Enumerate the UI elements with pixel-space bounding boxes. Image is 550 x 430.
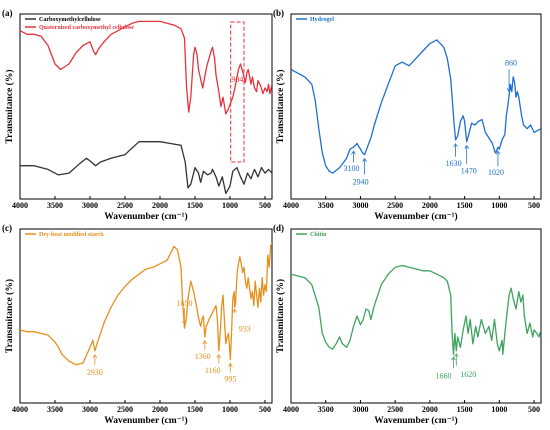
peak-label: 1160	[205, 366, 221, 375]
peak-label: 933	[239, 324, 251, 333]
series-line-1	[291, 39, 541, 174]
x-tick-label: 2500	[117, 405, 133, 414]
x-tick-label: 2500	[117, 201, 133, 210]
peak-label: 1650	[177, 299, 193, 308]
x-tick-label: 1000	[222, 405, 238, 414]
peak-arrowhead	[92, 354, 98, 359]
x-axis-title: Wavenumber (cm⁻¹)	[104, 211, 187, 222]
peak-arrowhead	[228, 362, 233, 367]
legend-label: Quaternized carboxymethyl cellulose	[39, 25, 134, 31]
x-tick-label: 2500	[387, 405, 403, 414]
x-tick-label: 500	[259, 405, 271, 414]
x-tick-label: 3000	[82, 201, 98, 210]
x-tick-label: 4000	[283, 405, 299, 414]
highlight-label: 904	[231, 75, 243, 84]
panel-label: (c)	[2, 223, 12, 233]
peak-label: 1360	[195, 352, 211, 361]
peak-label: 3100	[344, 164, 360, 173]
plot-frame	[290, 228, 542, 404]
panel-2: (b) 4000 3500 3000 2500 2000 1500 1000 500 Wavenu…	[273, 8, 542, 222]
plot-frame	[19, 228, 273, 404]
x-tick-label: 2000	[152, 405, 168, 414]
x-tick-label: 4000	[283, 201, 299, 210]
x-tick-label: 2500	[387, 201, 403, 210]
peak-arrowhead	[495, 150, 501, 155]
x-tick-label: 1000	[491, 201, 507, 210]
panel-label: (b)	[273, 8, 284, 18]
x-tick-label: 4000	[12, 201, 28, 210]
x-tick-label: 4000	[12, 405, 28, 414]
peak-arrowhead	[362, 157, 367, 162]
x-tick-label: 3500	[318, 201, 334, 210]
y-axis-title: Transmitance (%)	[4, 279, 15, 353]
x-tick-label: 2000	[152, 201, 168, 210]
series-line-2	[20, 20, 272, 115]
x-tick-label: 1000	[491, 405, 507, 414]
peak-arrowhead	[232, 308, 238, 313]
x-axis-title: Wavenumber (cm⁻¹)	[374, 211, 457, 222]
x-axis-title: Wavenumber (cm⁻¹)	[374, 415, 457, 426]
peak-arrowhead	[451, 356, 456, 361]
y-axis-title: Transmitance (%)	[275, 70, 286, 144]
plot-frame	[19, 13, 273, 200]
panel-1: (a) 4000 3500 3000 2500 2000 1500 1000 500 Wavenu…	[2, 8, 273, 222]
series-line-1	[20, 141, 272, 195]
x-tick-label: 2000	[422, 405, 438, 414]
peak-arrowhead	[506, 88, 512, 93]
panel-label: (d)	[273, 223, 284, 233]
peak-label: 2930	[87, 368, 103, 377]
x-tick-label: 3000	[352, 405, 368, 414]
y-axis-title: Transmitance (%)	[275, 279, 286, 353]
x-tick-label: 3500	[47, 201, 63, 210]
peak-arrowhead	[453, 143, 458, 148]
x-tick-label: 500	[528, 405, 540, 414]
x-tick-label: 500	[259, 201, 271, 210]
peak-label: 1620	[460, 370, 476, 379]
peak-label: 1470	[461, 167, 477, 176]
series-line-1	[291, 264, 541, 355]
peak-arrowhead	[453, 353, 459, 358]
peak-label: 1630	[446, 159, 462, 168]
x-tick-label: 3500	[318, 405, 334, 414]
legend-label: Hydrogel	[310, 17, 334, 23]
x-tick-label: 3500	[47, 405, 63, 414]
peak-label: 860	[505, 58, 517, 67]
panel-3: (c) 4000 3500 3000 2500 2000 1500 1000 500 Wavenu…	[2, 223, 273, 426]
peak-arrowhead	[464, 144, 470, 149]
x-tick-label: 1000	[222, 201, 238, 210]
x-tick-label: 1500	[187, 405, 203, 414]
legend-label: Carboxymethylcellulose	[39, 17, 101, 23]
peak-arrowhead	[216, 354, 222, 359]
x-axis-title: Wavenumber (cm⁻¹)	[104, 415, 187, 426]
plot-frame	[290, 13, 542, 200]
peak-arrowhead	[202, 340, 208, 345]
legend-label: Chitin	[310, 232, 327, 238]
highlight-box	[230, 21, 245, 163]
peak-label: 1660	[436, 371, 452, 380]
peak-label: 995	[224, 375, 236, 384]
peak-label: 2940	[353, 178, 369, 187]
panel-label: (a)	[2, 8, 13, 18]
peak-arrowhead	[351, 150, 356, 155]
x-tick-label: 3000	[82, 405, 98, 414]
x-tick-label: 3000	[352, 201, 368, 210]
series-line-1	[20, 242, 272, 366]
y-axis-title: Transmitance (%)	[4, 70, 15, 144]
panel-4: (d) 4000 3500 3000 2500 2000 1500 1000 500 Wavenu…	[273, 223, 542, 426]
x-tick-label: 1500	[457, 405, 473, 414]
x-tick-label: 1500	[457, 201, 473, 210]
peak-arrowhead	[182, 320, 187, 325]
x-tick-label: 2000	[422, 201, 438, 210]
legend-label: Dry-heat modified starch	[39, 232, 104, 238]
peak-label: 1020	[488, 168, 504, 177]
x-tick-label: 1500	[187, 201, 203, 210]
x-tick-label: 500	[528, 201, 540, 210]
